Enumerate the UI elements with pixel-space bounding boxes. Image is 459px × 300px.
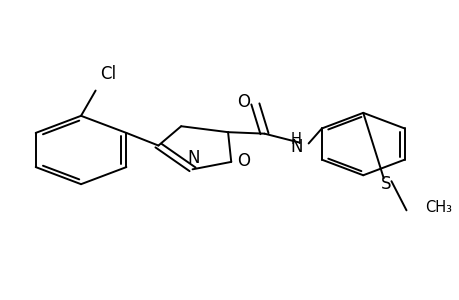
Text: N: N [290,138,302,156]
Text: N: N [187,149,199,167]
Text: CH₃: CH₃ [424,200,451,215]
Text: O: O [237,93,250,111]
Text: Cl: Cl [100,65,116,83]
Text: H: H [290,131,301,146]
Text: S: S [380,175,391,193]
Text: O: O [237,152,250,170]
